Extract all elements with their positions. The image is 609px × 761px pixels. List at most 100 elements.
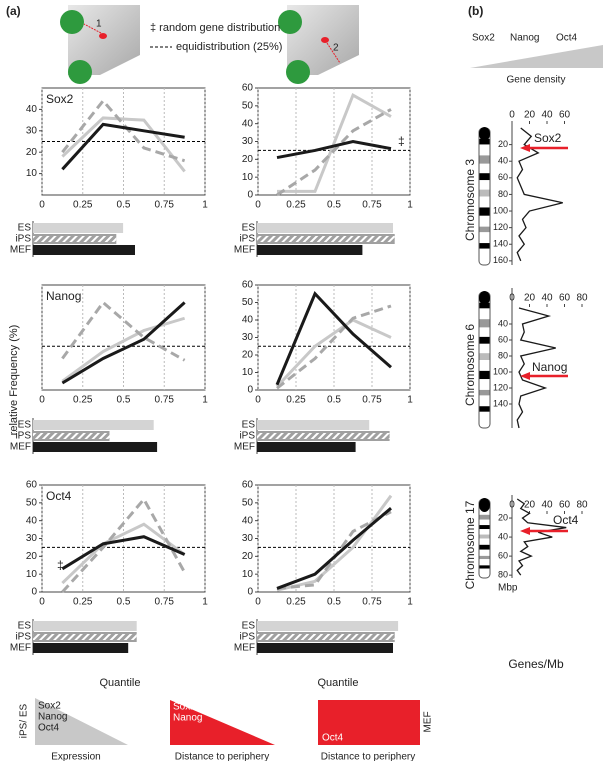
ideogram-band xyxy=(479,534,490,539)
x-tick-label: 0 xyxy=(255,597,261,608)
y-tick-label: 30 xyxy=(242,332,254,343)
x-tick-label: 1 xyxy=(202,597,208,608)
y-tick-label: 50 xyxy=(242,497,254,508)
axis-label: Genes/Mb xyxy=(508,657,564,671)
y-tick-label: 10 xyxy=(242,569,254,580)
series-line xyxy=(276,139,392,160)
series-line xyxy=(61,116,186,173)
ideogram-band xyxy=(479,319,490,328)
y-tick-label: 10 xyxy=(26,569,38,580)
schematic-caption: Distance to periphery xyxy=(175,752,270,761)
series-line xyxy=(61,98,186,163)
bar xyxy=(257,621,399,631)
x-tick-label: 60 xyxy=(559,500,571,511)
y-tick-label: 80 xyxy=(498,570,508,580)
y-tick-label: 20 xyxy=(242,154,254,165)
x-tick-label: 0.5 xyxy=(117,597,131,608)
y-tick-label: 100 xyxy=(493,366,508,376)
density-line xyxy=(516,127,563,262)
y-tick-label: 50 xyxy=(242,100,254,111)
x-tick-label: 0.25 xyxy=(73,395,93,406)
density-line xyxy=(516,307,556,429)
x-tick-label: 80 xyxy=(576,293,588,304)
series-line xyxy=(275,318,392,388)
y-tick-label: 50 xyxy=(26,497,38,508)
gene-arrowhead xyxy=(520,372,530,380)
x-tick-label: 1 xyxy=(202,395,208,406)
cell-label: 2 xyxy=(333,43,339,54)
bar-label: iPS xyxy=(239,234,255,245)
x-tick-label: 0.5 xyxy=(327,395,341,406)
y-tick-label: 60 xyxy=(498,172,508,182)
series-line xyxy=(276,304,392,390)
y-tick-label: 140 xyxy=(493,398,508,408)
legend-text: ‡ random gene distribution xyxy=(150,22,280,34)
bar xyxy=(257,643,393,653)
x-tick-label: 0 xyxy=(39,395,45,406)
x-tick-label: 0 xyxy=(509,293,515,304)
bar xyxy=(33,643,129,653)
bar-hatch xyxy=(33,634,137,640)
bar-label: ES xyxy=(242,621,256,632)
bar-label: iPS xyxy=(239,632,255,643)
schematic-caption: Distance to periphery xyxy=(321,752,416,761)
y-tick-label: 0 xyxy=(31,587,37,598)
x-tick-label: 40 xyxy=(541,110,553,121)
bar xyxy=(257,442,356,452)
y-tick-label: 10 xyxy=(26,168,38,179)
density-wedge xyxy=(470,45,603,68)
x-tick-label: 0.25 xyxy=(73,597,93,608)
ideogram-band xyxy=(479,155,490,164)
x-tick-label: 0 xyxy=(255,200,261,211)
panel-label: (a) xyxy=(6,4,21,18)
ideogram-band xyxy=(479,173,490,181)
schematic-text: Sox2 xyxy=(38,701,61,712)
x-tick-label: 60 xyxy=(559,293,571,304)
y-tick-label: 20 xyxy=(242,551,254,562)
y-tick-label: 20 xyxy=(242,350,254,361)
y-tick-label: 120 xyxy=(493,382,508,392)
gene-label: Nanog xyxy=(532,360,567,374)
x-tick-label: 0 xyxy=(509,110,515,121)
y-tick-label: 100 xyxy=(493,205,508,215)
x-tick-label: 0.75 xyxy=(362,395,382,406)
y-tick-label: 40 xyxy=(242,515,254,526)
gene-label: Sox2 xyxy=(534,131,562,145)
gene-arrowhead xyxy=(520,144,530,152)
y-tick-label: 20 xyxy=(26,147,38,158)
y-tick-label: 30 xyxy=(26,125,38,136)
bar-label: MEF xyxy=(234,245,255,256)
x-tick-label: 1 xyxy=(202,200,208,211)
x-tick-label: 60 xyxy=(559,110,571,121)
annotation: ‡ xyxy=(57,558,64,572)
x-axis-label: Quantile xyxy=(100,677,141,689)
bar-label: MEF xyxy=(10,442,31,453)
y-tick-label: 30 xyxy=(242,136,254,147)
bar-label: ES xyxy=(18,223,32,234)
schematic-text: Nanog xyxy=(38,712,67,723)
x-tick-label: 0.25 xyxy=(73,200,93,211)
series-line xyxy=(276,507,392,590)
gene-label: Oct4 xyxy=(556,33,578,44)
bar xyxy=(257,420,370,430)
cell-diagram xyxy=(60,5,140,84)
x-tick-label: 0 xyxy=(255,395,261,406)
series-line xyxy=(276,108,392,197)
y-tick-label: 60 xyxy=(26,480,38,491)
x-tick-label: 80 xyxy=(576,500,588,511)
bar-label: MEF xyxy=(234,442,255,453)
bar-label: iPS xyxy=(239,431,255,442)
y-tick-label: 40 xyxy=(498,156,508,166)
bar-label: ES xyxy=(242,223,256,234)
schematic-text: Oct4 xyxy=(322,733,344,744)
ideogram-band xyxy=(479,389,490,396)
series-line xyxy=(61,301,186,385)
centromere xyxy=(479,498,490,512)
y-axis-label: relative Frequency (%) xyxy=(8,325,20,436)
x-tick-label: 0.75 xyxy=(155,597,175,608)
x-tick-label: 0 xyxy=(39,200,45,211)
schematic-side: iPS/ ES xyxy=(19,703,30,738)
bar xyxy=(33,442,158,452)
bar-label: ES xyxy=(242,420,256,431)
